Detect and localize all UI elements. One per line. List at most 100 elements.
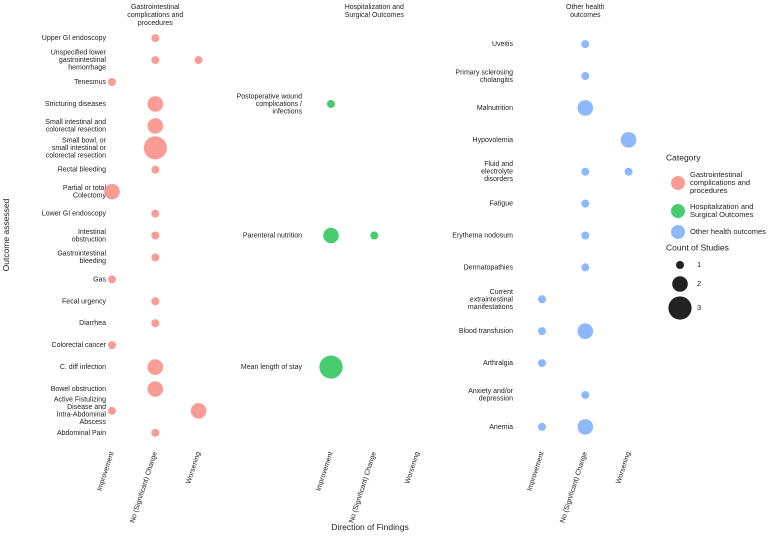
panel-title: Other health outcomes bbox=[566, 4, 605, 19]
bubble bbox=[538, 422, 546, 431]
bubble bbox=[147, 359, 164, 375]
bubble bbox=[370, 231, 379, 240]
y-tick-label: Blood transfusion bbox=[459, 328, 513, 335]
y-tick-label: Rectal bleeding bbox=[58, 167, 106, 174]
y-tick-label: Dermatopathies bbox=[464, 264, 514, 271]
size-legend-label: 1 bbox=[697, 260, 701, 269]
bubble bbox=[151, 297, 160, 306]
y-tick-label: Small intestinal and colorectal resection bbox=[45, 119, 106, 133]
bubble bbox=[108, 78, 116, 87]
bubble bbox=[581, 390, 590, 399]
y-tick-label: Hypovolemia bbox=[473, 137, 514, 144]
bubble bbox=[190, 403, 207, 419]
y-tick-label: Anxiety and/or depression bbox=[468, 388, 513, 403]
y-tick-label: Gas bbox=[93, 276, 106, 283]
y-tick-label: Primary sclerosing cholangitis bbox=[455, 69, 513, 84]
y-tick-label: Bowel obstruction bbox=[51, 386, 106, 393]
bubble bbox=[581, 72, 590, 81]
bubble bbox=[108, 341, 116, 350]
legend-label: Gastrointestinal complications and procedu… bbox=[690, 170, 750, 195]
bubble bbox=[319, 355, 343, 379]
bubble bbox=[577, 419, 594, 435]
bubble bbox=[151, 319, 160, 328]
size-legend-swatch bbox=[668, 296, 692, 320]
x-tick-label: Worsening bbox=[185, 451, 202, 485]
bubble bbox=[104, 183, 120, 200]
panel-title: Gastrointestinal complications and procedu… bbox=[127, 4, 183, 27]
y-tick-label: Erythema nodosum bbox=[452, 232, 513, 239]
bubble bbox=[538, 295, 546, 304]
x-tick-label: Improvement bbox=[96, 451, 115, 492]
bubble bbox=[151, 34, 160, 43]
y-tick-label: Partial or total Colectomy bbox=[63, 185, 107, 200]
y-tick-label: Lower GI endoscopy bbox=[42, 210, 107, 217]
x-tick-label: Worsening bbox=[404, 451, 421, 485]
bubble bbox=[151, 428, 160, 437]
bubble bbox=[538, 359, 546, 368]
bubble bbox=[151, 56, 160, 65]
x-tick-label: No (Significant) Change bbox=[559, 451, 589, 524]
bubble bbox=[581, 167, 590, 176]
bubble bbox=[151, 231, 160, 240]
size-legend-swatch bbox=[672, 276, 688, 292]
x-tick-label: Improvement bbox=[526, 451, 545, 492]
x-tick-label: No (Significant) Change bbox=[129, 451, 159, 524]
y-tick-label: Stricturing diseases bbox=[45, 101, 107, 108]
x-tick-label: Worsening bbox=[615, 451, 632, 485]
x-tick-label: Improvement bbox=[315, 451, 334, 492]
bubble bbox=[147, 381, 164, 397]
legend-swatch bbox=[671, 204, 685, 218]
y-tick-label: Active Fistulizing Disease and Intra-Abdom… bbox=[54, 397, 107, 427]
bubble bbox=[108, 406, 116, 415]
y-tick-label: Current extraintestinal manifestations bbox=[468, 289, 514, 311]
bubble bbox=[151, 165, 160, 174]
y-tick-label: Parenteral nutrition bbox=[243, 232, 302, 239]
y-tick-label: Abdominal Pain bbox=[57, 430, 106, 437]
y-tick-label: Malnutrition bbox=[477, 105, 513, 112]
y-tick-label: Fecal urgency bbox=[62, 298, 106, 305]
bubble bbox=[151, 253, 160, 262]
bubble bbox=[581, 40, 590, 49]
y-tick-label: Unspecified lower gastrointestinal hemorrh… bbox=[51, 49, 107, 71]
bubble bbox=[581, 199, 590, 208]
size-legend-label: 3 bbox=[697, 303, 701, 312]
y-tick-label: Intestinal obstruction bbox=[72, 229, 107, 244]
y-tick-label: Postoperative wound complications / infect… bbox=[237, 93, 303, 115]
legend-label: Hospitalization and Surgical Outcomes bbox=[690, 202, 754, 219]
bubble bbox=[323, 227, 339, 244]
y-tick-label: C. diff infection bbox=[60, 364, 106, 371]
legend-swatch bbox=[671, 225, 685, 239]
y-tick-label: Arthralgia bbox=[483, 360, 513, 367]
y-axis-title: Outcome assessed bbox=[1, 198, 11, 271]
legend-swatch bbox=[671, 176, 685, 190]
x-tick-label: No (Significant) Change bbox=[348, 451, 378, 524]
bubble bbox=[624, 167, 633, 176]
bubble bbox=[581, 231, 590, 240]
legend-label: Other health outcomes bbox=[690, 227, 766, 236]
bubble bbox=[538, 327, 546, 336]
bubble bbox=[147, 118, 164, 134]
size-legend-swatch bbox=[676, 261, 684, 269]
y-tick-label: Colorectal cancer bbox=[52, 342, 107, 349]
y-tick-label: Uveitis bbox=[492, 41, 514, 48]
bubble bbox=[108, 275, 116, 284]
bubble bbox=[577, 100, 594, 116]
bubble bbox=[620, 132, 637, 148]
bubble bbox=[327, 99, 335, 108]
bubble bbox=[143, 136, 167, 160]
x-axis-title: Direction of Findings bbox=[331, 522, 408, 532]
panel-title: Hospitalization and Surgical Outcomes bbox=[345, 4, 405, 19]
bubble bbox=[581, 263, 590, 272]
y-tick-label: Small bowl, or small intestinal or colorec… bbox=[46, 137, 107, 159]
y-tick-label: Fatigue bbox=[490, 200, 513, 207]
size-legend-title: Count of Studies bbox=[666, 242, 729, 252]
y-tick-label: Gastrointestinal bleeding bbox=[57, 251, 106, 266]
bubble bbox=[577, 323, 594, 339]
y-tick-label: Upper GI endoscopy bbox=[42, 35, 107, 42]
legend-title: Category bbox=[666, 152, 701, 162]
y-tick-label: Anemia bbox=[489, 424, 513, 431]
y-tick-label: Mean length of stay bbox=[241, 364, 303, 371]
bubble bbox=[151, 209, 160, 218]
bubble bbox=[194, 56, 203, 65]
